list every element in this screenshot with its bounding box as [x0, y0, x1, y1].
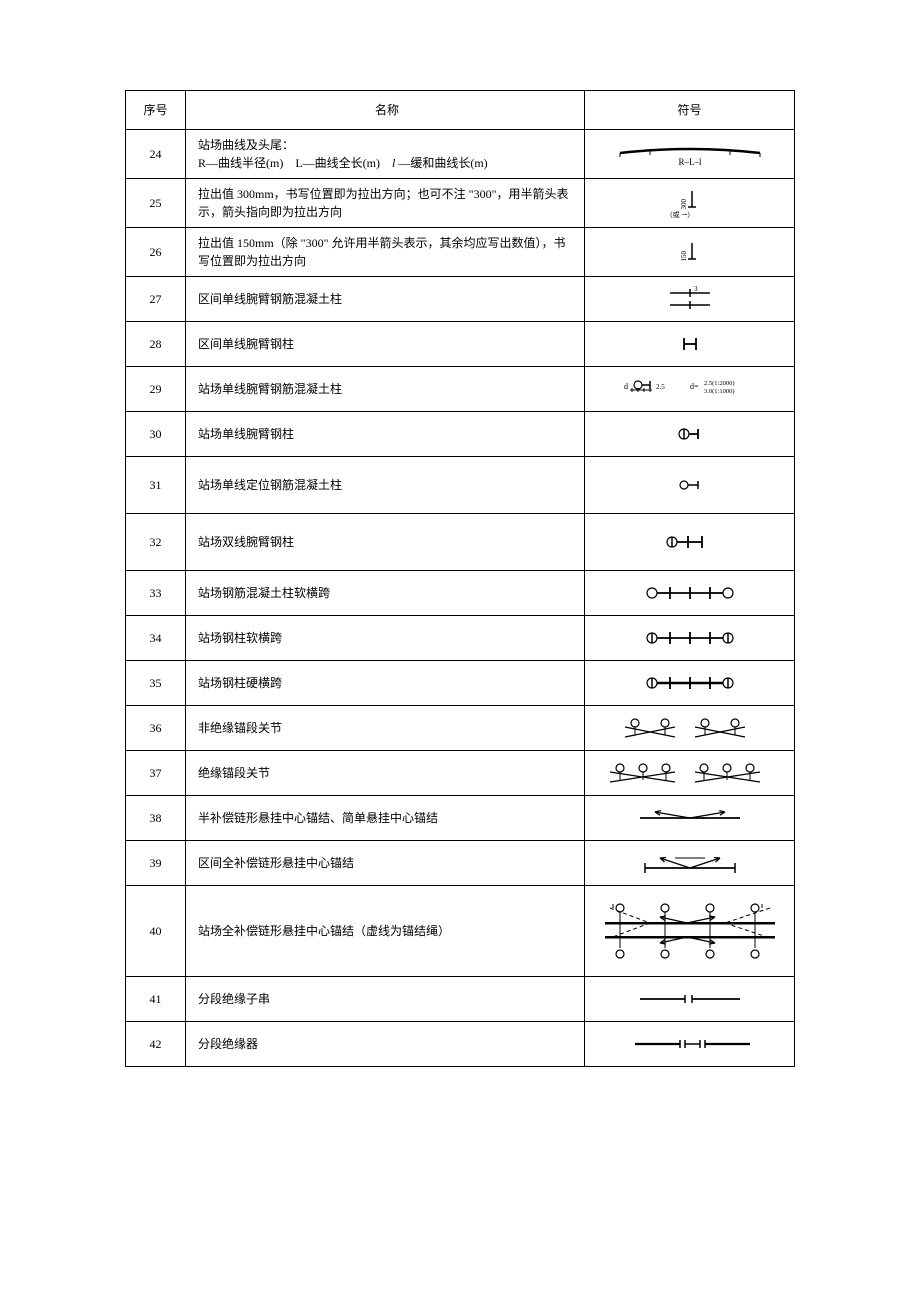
- row-name: 拉出值 300mm，书写位置即为拉出方向；也可不注 "300"，用半箭头表示，箭…: [186, 179, 585, 228]
- svg-text:（或 ⇀）: （或 ⇀）: [665, 210, 694, 219]
- svg-text:d: d: [624, 382, 628, 391]
- row-name: 站场单线定位钢筋混凝土柱: [186, 457, 585, 514]
- svg-text:d=: d=: [690, 382, 699, 391]
- row-symbol: [585, 1022, 795, 1067]
- row-seq: 33: [126, 571, 186, 616]
- row-name: 区间全补偿链形悬挂中心锚结: [186, 841, 585, 886]
- svg-text:3.0(1:1000): 3.0(1:1000): [704, 388, 735, 395]
- row-symbol: [585, 751, 795, 796]
- row-seq: 35: [126, 661, 186, 706]
- row-seq: 36: [126, 706, 186, 751]
- row-seq: 29: [126, 367, 186, 412]
- row-symbol: [585, 977, 795, 1022]
- row-name: 站场钢柱软横跨: [186, 616, 585, 661]
- symbols-table: 序号 名称 符号 24站场曲线及头尾：R—曲线半径(m) L—曲线全长(m) l…: [125, 90, 795, 1067]
- row-symbol: [585, 457, 795, 514]
- row-symbol: [585, 886, 795, 977]
- row-symbol: R–L–l: [585, 130, 795, 179]
- row-name: 站场全补偿链形悬挂中心锚结（虚线为锚结绳）: [186, 886, 585, 977]
- row-seq: 39: [126, 841, 186, 886]
- row-seq: 40: [126, 886, 186, 977]
- row-symbol: [585, 571, 795, 616]
- row-name: 非绝缘锚段关节: [186, 706, 585, 751]
- row-seq: 41: [126, 977, 186, 1022]
- row-seq: 24: [126, 130, 186, 179]
- row-seq: 42: [126, 1022, 186, 1067]
- row-seq: 28: [126, 322, 186, 367]
- row-seq: 27: [126, 277, 186, 322]
- row-name: 站场钢筋混凝土柱软横跨: [186, 571, 585, 616]
- row-name: 站场曲线及头尾：R—曲线半径(m) L—曲线全长(m) l —缓和曲线长(m): [186, 130, 585, 179]
- row-seq: 31: [126, 457, 186, 514]
- row-symbol: [585, 661, 795, 706]
- row-seq: 26: [126, 228, 186, 277]
- row-seq: 34: [126, 616, 186, 661]
- header-symbol: 符号: [585, 91, 795, 130]
- row-seq: 37: [126, 751, 186, 796]
- row-seq: 32: [126, 514, 186, 571]
- row-seq: 38: [126, 796, 186, 841]
- row-name: 分段绝缘子串: [186, 977, 585, 1022]
- row-symbol: [585, 412, 795, 457]
- svg-text:150: 150: [680, 251, 688, 262]
- row-symbol: d 2.5 d= 2.5(1:2000)3.0(1:1000): [585, 367, 795, 412]
- row-symbol: 300（或 ⇀）: [585, 179, 795, 228]
- row-name: 站场钢柱硬横跨: [186, 661, 585, 706]
- row-symbol: [585, 841, 795, 886]
- row-symbol: [585, 514, 795, 571]
- row-name: 站场单线腕臂钢筋混凝土柱: [186, 367, 585, 412]
- row-seq: 25: [126, 179, 186, 228]
- row-symbol: [585, 322, 795, 367]
- row-name: 站场双线腕臂钢柱: [186, 514, 585, 571]
- row-name: 区间单线腕臂钢筋混凝土柱: [186, 277, 585, 322]
- svg-text:300: 300: [680, 199, 688, 210]
- row-symbol: [585, 616, 795, 661]
- row-name: 半补偿链形悬挂中心锚结、简单悬挂中心锚结: [186, 796, 585, 841]
- svg-text:2.5: 2.5: [656, 383, 665, 391]
- row-symbol: 3: [585, 277, 795, 322]
- row-symbol: [585, 706, 795, 751]
- svg-text:2.5(1:2000): 2.5(1:2000): [704, 380, 735, 387]
- svg-text:3: 3: [694, 285, 698, 293]
- row-name: 拉出值 150mm（除 "300" 允许用半箭头表示，其余均应写出数值），书写位…: [186, 228, 585, 277]
- row-name: 分段绝缘器: [186, 1022, 585, 1067]
- header-seq: 序号: [126, 91, 186, 130]
- header-name: 名称: [186, 91, 585, 130]
- svg-text:R–L–l: R–L–l: [678, 157, 702, 167]
- row-symbol: [585, 796, 795, 841]
- row-name: 站场单线腕臂钢柱: [186, 412, 585, 457]
- row-name: 区间单线腕臂钢柱: [186, 322, 585, 367]
- row-symbol: 150: [585, 228, 795, 277]
- row-name: 绝缘锚段关节: [186, 751, 585, 796]
- row-seq: 30: [126, 412, 186, 457]
